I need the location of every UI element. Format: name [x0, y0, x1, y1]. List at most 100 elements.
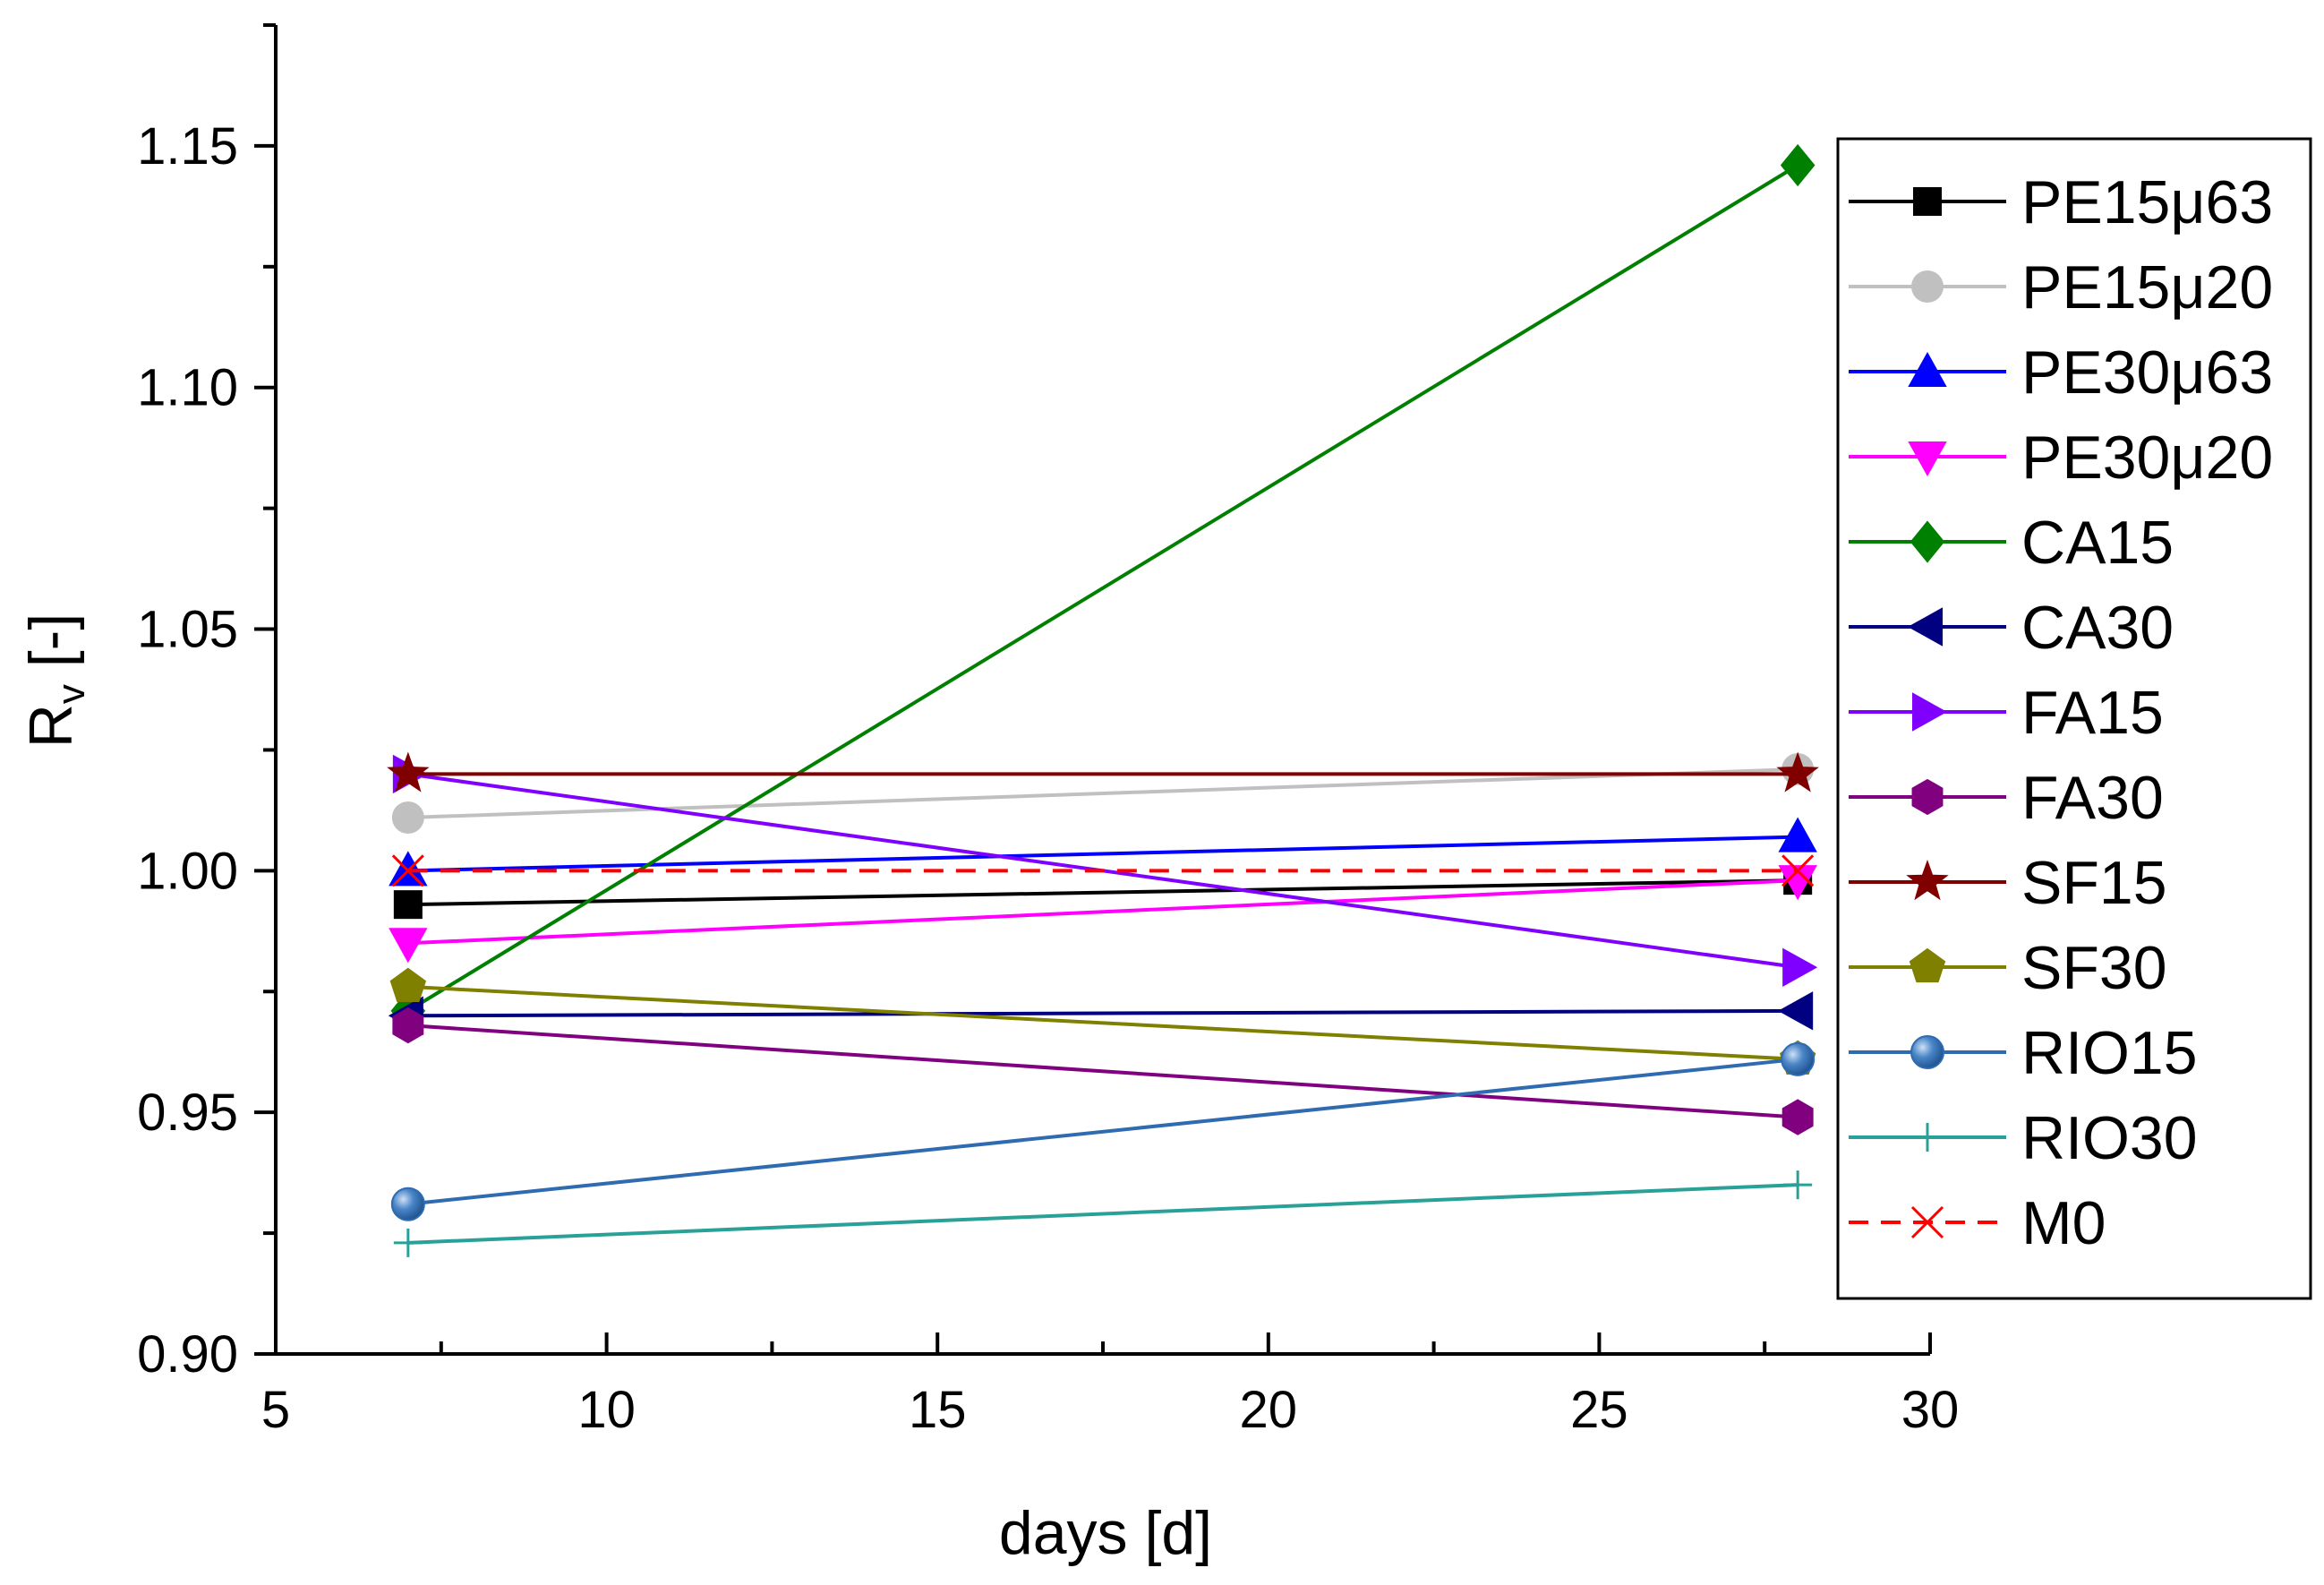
axes: 5 10 15 20 25 30 0.90 0.95 1.00 1.05 1.10 1.15 — [137, 23, 1960, 1439]
legend-item: PE30μ63 — [1849, 338, 2273, 407]
data-point — [393, 890, 423, 920]
legend-marker — [1913, 1123, 1942, 1152]
y-tick-label: 1.10 — [137, 359, 238, 417]
series-M0 — [391, 854, 1815, 887]
legend-marker — [1912, 692, 1948, 732]
y-axis-title: Rv [-] — [17, 613, 93, 748]
legend-item: CA15 — [1849, 509, 2174, 577]
legend-label: CA15 — [2021, 509, 2174, 577]
y-axis-title-subscript: v — [49, 684, 93, 704]
legend-item: RIO15 — [1849, 1019, 2198, 1087]
series-PE15μ20 — [391, 753, 1815, 835]
legend-item: SF30 — [1849, 934, 2167, 1002]
legend-item: FA30 — [1849, 764, 2164, 832]
data-point — [1780, 143, 1816, 187]
series-line — [407, 984, 1799, 1061]
series-line — [407, 878, 1799, 946]
series-line — [407, 1057, 1799, 1206]
legend-item: PE30μ20 — [1849, 424, 2273, 492]
legend-marker — [1909, 947, 1946, 983]
x-tick-label: 20 — [1240, 1381, 1298, 1439]
data-point-b — [1781, 854, 1815, 887]
legend-label: FA15 — [2021, 679, 2164, 747]
legend-label: CA30 — [2021, 594, 2174, 662]
legend-label: M0 — [2021, 1189, 2106, 1257]
legend-label: PE30μ20 — [2021, 424, 2273, 492]
x-tick-label: 30 — [1901, 1381, 1960, 1439]
legend-marker — [1911, 778, 1944, 816]
series-layer — [387, 143, 1819, 1257]
series-SF15 — [387, 751, 1819, 792]
data-point — [1778, 865, 1817, 901]
legend-item: PE15μ63 — [1849, 168, 2273, 236]
y-tick-label: 1.15 — [137, 117, 238, 176]
y-tick-label: 0.95 — [137, 1084, 238, 1142]
data-point — [1776, 751, 1819, 792]
series-line — [407, 835, 1799, 873]
data-point-b — [391, 854, 424, 887]
series-line — [407, 1024, 1799, 1119]
legend-label: RIO30 — [2021, 1104, 2198, 1172]
series-PE30μ20 — [389, 865, 1817, 964]
series-CA15 — [390, 143, 1816, 1032]
legend-item: RIO30 — [1849, 1104, 2198, 1172]
data-point — [1781, 1099, 1814, 1135]
series-RIO30 — [393, 1170, 1813, 1257]
y-axis-title-suffix: [-] — [17, 613, 85, 684]
data-point — [391, 801, 424, 835]
legend-marker — [1908, 441, 1947, 477]
legend: PE15μ63 PE15μ20 PE30μ63 PE30μ20 CA15 CA30 FA15… — [1836, 137, 2312, 1300]
y-tick-label: 1.05 — [137, 601, 238, 659]
legend-item: SF15 — [1849, 849, 2167, 917]
data-point — [1781, 1041, 1816, 1076]
legend-label: RIO15 — [2021, 1019, 2198, 1087]
data-point — [1778, 817, 1817, 852]
legend-marker — [1906, 860, 1949, 901]
legend-label: PE30μ63 — [2021, 338, 2273, 407]
legend-label: PE15μ20 — [2021, 253, 2273, 321]
series-PE30μ63 — [389, 817, 1817, 887]
data-point — [387, 751, 430, 792]
legend-item: PE15μ20 — [1849, 253, 2273, 321]
data-point — [392, 1007, 424, 1044]
legend-marker-b — [1910, 1205, 1944, 1239]
legend-marker — [1908, 351, 1947, 387]
x-tick-label: 25 — [1570, 1381, 1628, 1439]
x-tick-label: 5 — [261, 1381, 290, 1439]
y-tick-label: 0.90 — [137, 1325, 238, 1384]
legend-marker — [1913, 187, 1942, 216]
legend-label: SF30 — [2021, 934, 2167, 1002]
data-point — [389, 928, 428, 964]
x-axis-title: days [d] — [999, 1499, 1212, 1567]
legend-item: FA15 — [1849, 679, 2164, 747]
data-point — [391, 854, 424, 887]
legend-marker — [1907, 607, 1943, 647]
legend-item: CA30 — [1849, 594, 2174, 662]
legend-marker — [1910, 520, 1945, 563]
data-point — [389, 967, 427, 1003]
series-line — [407, 1008, 1799, 1018]
series-SF30 — [389, 967, 1816, 1075]
series-line — [407, 767, 1799, 820]
y-axis-title-main: R — [17, 704, 85, 748]
legend-label: PE15μ63 — [2021, 168, 2273, 236]
series-line — [407, 1183, 1799, 1245]
series-CA30 — [388, 991, 1814, 1035]
data-point — [393, 1228, 423, 1257]
data-point — [1778, 991, 1814, 1031]
series-line — [407, 878, 1799, 907]
legend-marker — [1911, 270, 1944, 303]
legend-label: FA30 — [2021, 764, 2164, 832]
x-tick-label: 15 — [909, 1381, 967, 1439]
legend-marker — [1910, 1205, 1944, 1239]
series-RIO15 — [390, 1041, 1816, 1221]
data-point — [1781, 854, 1815, 887]
legend-label: SF15 — [2021, 849, 2167, 917]
data-point — [1782, 947, 1818, 987]
legend-marker — [1910, 1035, 1944, 1069]
data-point — [1783, 1170, 1813, 1200]
series-FA30 — [392, 1007, 1814, 1135]
data-point — [390, 1187, 425, 1221]
y-tick-label: 1.00 — [137, 842, 238, 900]
